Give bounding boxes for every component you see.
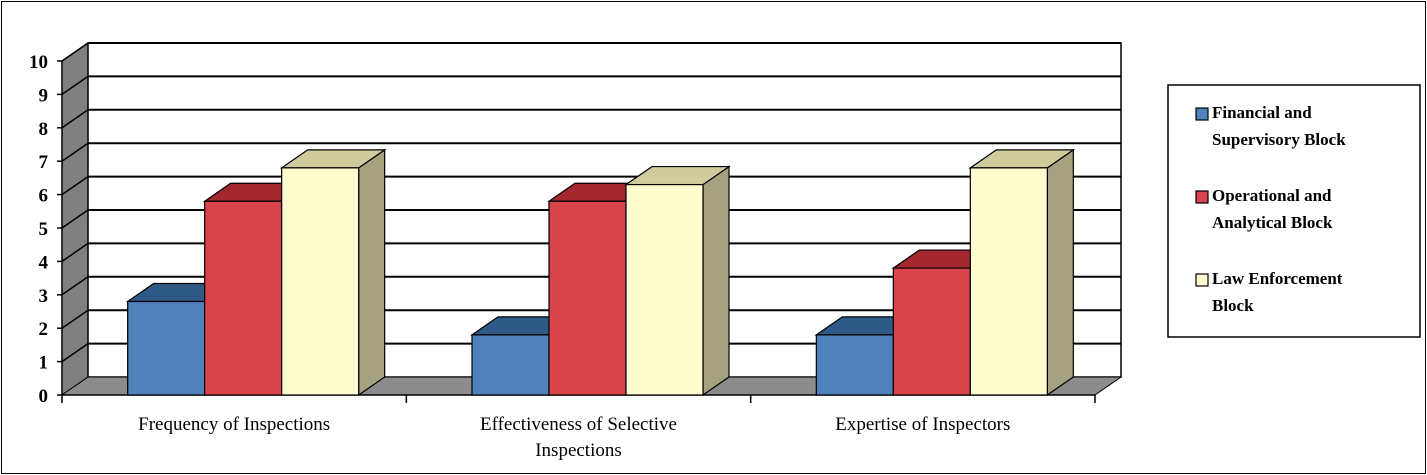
legend-label: Analytical Block — [1212, 213, 1333, 232]
gridline-wall — [61, 309, 89, 329]
gridline-wall — [61, 276, 89, 296]
gridline-wall — [61, 142, 89, 162]
y-tick-label: 7 — [39, 152, 49, 173]
legend-label: Law Enforcement — [1212, 269, 1343, 288]
y-tick-label: 6 — [39, 186, 49, 207]
bar-1-2 — [892, 267, 971, 396]
y-tick-label: 8 — [39, 119, 49, 140]
bar-side-2-1 — [702, 165, 730, 397]
y-tick-label: 5 — [39, 219, 49, 240]
y-tick-label: 1 — [39, 353, 49, 374]
gridline-wall — [61, 209, 89, 229]
gridline-wall — [61, 75, 89, 96]
y-tick-label: 9 — [39, 85, 49, 106]
gridline-wall — [61, 342, 89, 363]
y-tick-label: 2 — [39, 319, 49, 340]
x-category-label: Effectiveness of Selective — [480, 414, 677, 435]
y-tick-label: 3 — [39, 286, 49, 307]
gridline-wall — [61, 175, 89, 196]
legend-swatch — [1195, 273, 1209, 287]
bar-1-1 — [548, 200, 627, 396]
gridline-wall — [61, 109, 89, 129]
x-category-label: Frequency of Inspections — [138, 414, 330, 435]
legend-label: Block — [1212, 296, 1254, 315]
y-tick-label: 4 — [39, 252, 49, 273]
legend-swatch — [1195, 190, 1209, 204]
bar-side-2-0 — [358, 148, 386, 397]
legend-label: Operational and — [1212, 186, 1332, 205]
bar-0-1 — [471, 334, 550, 396]
bar-2-0 — [281, 167, 360, 396]
bar-0-0 — [127, 300, 206, 396]
gridline-wall — [61, 42, 89, 62]
bar-side-2-2 — [1046, 148, 1074, 397]
bar-0-2 — [815, 334, 894, 396]
legend-swatch — [1195, 107, 1209, 121]
legend-label: Financial and — [1212, 103, 1312, 122]
legend-box — [1167, 84, 1421, 338]
bar-1-0 — [204, 200, 283, 396]
y-tick-label: 0 — [39, 386, 49, 407]
y-tick-label: 10 — [29, 52, 48, 73]
gridline-wall — [61, 242, 89, 263]
bar-2-2 — [969, 167, 1048, 396]
legend-label: Supervisory Block — [1212, 130, 1346, 149]
x-category-label: Expertise of Inspectors — [835, 414, 1010, 435]
x-category-label: Inspections — [535, 440, 622, 461]
bar-2-1 — [625, 183, 704, 396]
